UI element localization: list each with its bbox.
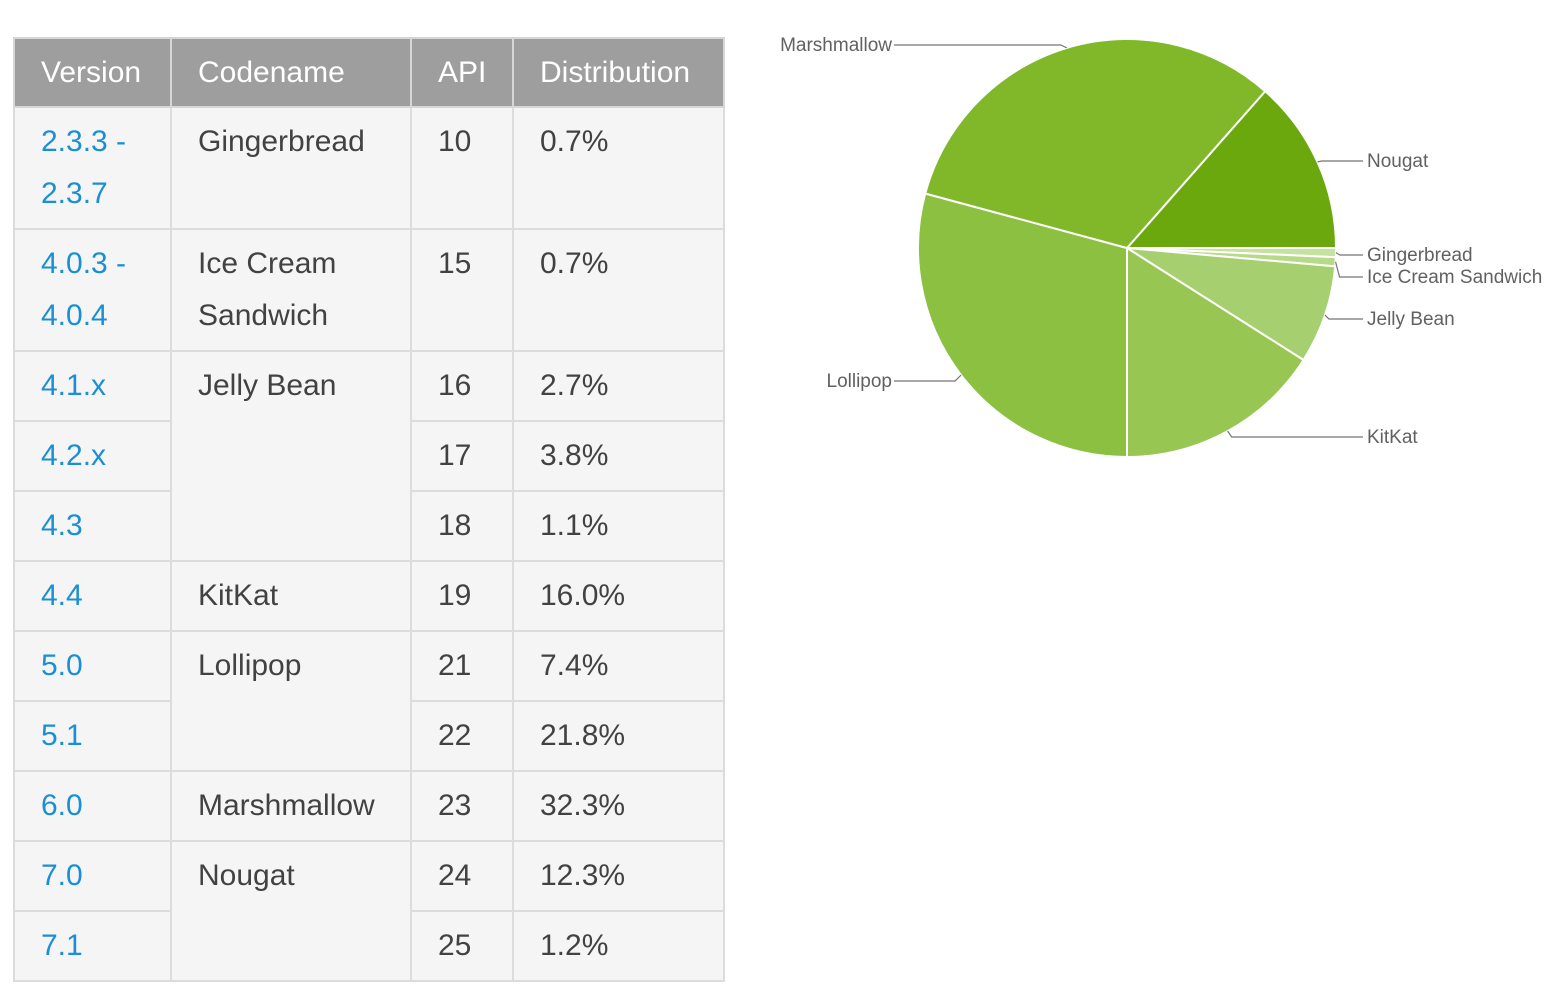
codename-cell: Ice Cream Sandwich — [170, 228, 412, 352]
table-row: 6.0 Marshmallow 23 32.3% — [13, 770, 725, 842]
api-cell: 22 — [410, 700, 514, 772]
table-row: 4.0.3 -4.0.4 Ice Cream Sandwich 15 0.7% — [13, 228, 725, 352]
version-cell: 5.1 — [13, 700, 172, 772]
header-distribution: Distribution — [512, 37, 725, 108]
distribution-cell: 1.1% — [512, 490, 725, 562]
callout-line — [1324, 314, 1363, 320]
table-row: 7.0 Nougat 24 12.3% — [13, 840, 725, 982]
codename-cell: Lollipop — [170, 630, 412, 772]
api-cell: 16 — [410, 350, 514, 422]
callout-line — [1227, 430, 1363, 438]
version-link[interactable]: 7.0 — [41, 859, 83, 892]
pie-slice-jelly-bean — [1126, 247, 1337, 362]
distribution-cell: 3.8% — [512, 420, 725, 492]
callout-line — [894, 374, 962, 382]
version-link[interactable]: 5.1 — [41, 719, 83, 752]
callout-line — [894, 44, 1068, 49]
distribution-cell: 12.3% — [512, 840, 725, 912]
header-api: API — [410, 37, 514, 108]
distribution-cell: 21.8% — [512, 700, 725, 772]
codename-cell: Jelly Bean — [170, 350, 412, 562]
header-codename: Codename — [170, 37, 412, 108]
table-row: 4.3 18 1.1% — [13, 490, 725, 562]
distribution-cell: 32.3% — [512, 770, 725, 842]
table-row: 4.2.x 17 3.8% — [13, 420, 725, 492]
codename-cell: Marshmallow — [170, 770, 412, 842]
codename-cell: Nougat — [170, 840, 412, 982]
table-row: 5.1 22 21.8% — [13, 700, 725, 772]
version-cell: 6.0 — [13, 770, 172, 842]
distribution-cell: 0.7% — [512, 228, 725, 352]
callout-line — [1317, 160, 1363, 163]
version-cell: 4.1.x — [13, 350, 172, 422]
pie-label-kitkat: KitKat — [1367, 427, 1418, 448]
api-cell: 18 — [410, 490, 514, 562]
version-cell: 4.2.x — [13, 420, 172, 492]
version-cell: 5.0 — [13, 630, 172, 702]
distribution-cell: 0.7% — [512, 106, 725, 230]
api-cell: 10 — [410, 106, 514, 230]
pie-label-nougat: Nougat — [1367, 151, 1429, 172]
distribution-table: Version Codename API Distribution 2.3.3 … — [13, 37, 725, 982]
distribution-cell: 7.4% — [512, 630, 725, 702]
version-link[interactable]: 4.0.3 -4.0.4 — [41, 247, 127, 332]
pie-label-lollipop: Lollipop — [827, 371, 893, 392]
version-link[interactable]: 4.4 — [41, 579, 83, 612]
pie-label-ice-cream-sandwich: Ice Cream Sandwich — [1367, 267, 1542, 288]
version-cell: 7.1 — [13, 910, 172, 982]
version-link[interactable]: 6.0 — [41, 789, 83, 822]
pie-slice-nougat — [1124, 89, 1338, 249]
callout-line — [1335, 252, 1363, 256]
codename-cell: Gingerbread — [170, 106, 412, 230]
api-cell: 17 — [410, 420, 514, 492]
version-link[interactable]: 4.1.x — [41, 369, 107, 402]
version-cell: 7.0 — [13, 840, 172, 912]
version-link[interactable]: 4.3 — [41, 509, 83, 542]
table-row: 4.4 KitKat 19 16.0% — [13, 560, 725, 632]
table-row: 4.1.x Jelly Bean 16 2.7% — [13, 350, 725, 562]
api-cell: 19 — [410, 560, 514, 632]
api-cell: 24 — [410, 840, 514, 912]
table-row: 2.3.3 -2.3.7 Gingerbread 10 0.7% — [13, 106, 725, 230]
version-link[interactable]: 7.1 — [41, 929, 83, 962]
pie-label-gingerbread: Gingerbread — [1367, 245, 1473, 266]
pie-label-marshmallow: Marshmallow — [780, 35, 892, 56]
api-cell: 21 — [410, 630, 514, 702]
pie-label-jelly-bean: Jelly Bean — [1367, 309, 1455, 330]
version-cell: 4.4 — [13, 560, 172, 632]
table-row: 7.1 25 1.2% — [13, 910, 725, 982]
header-version: Version — [13, 37, 172, 108]
version-link[interactable]: 2.3.3 -2.3.7 — [41, 125, 127, 210]
version-link[interactable]: 4.2.x — [41, 439, 107, 472]
version-cell: 4.0.3 -4.0.4 — [13, 228, 172, 352]
callout-line — [1334, 261, 1363, 278]
api-cell: 23 — [410, 770, 514, 842]
table-row: 5.0 Lollipop 21 7.4% — [13, 630, 725, 772]
version-link[interactable]: 5.0 — [41, 649, 83, 682]
codename-cell: KitKat — [170, 560, 412, 632]
distribution-cell: 1.2% — [512, 910, 725, 982]
distribution-cell: 16.0% — [512, 560, 725, 632]
version-cell: 2.3.3 -2.3.7 — [13, 106, 172, 230]
api-cell: 15 — [410, 228, 514, 352]
distribution-cell: 2.7% — [512, 350, 725, 422]
api-cell: 25 — [410, 910, 514, 982]
version-cell: 4.3 — [13, 490, 172, 562]
